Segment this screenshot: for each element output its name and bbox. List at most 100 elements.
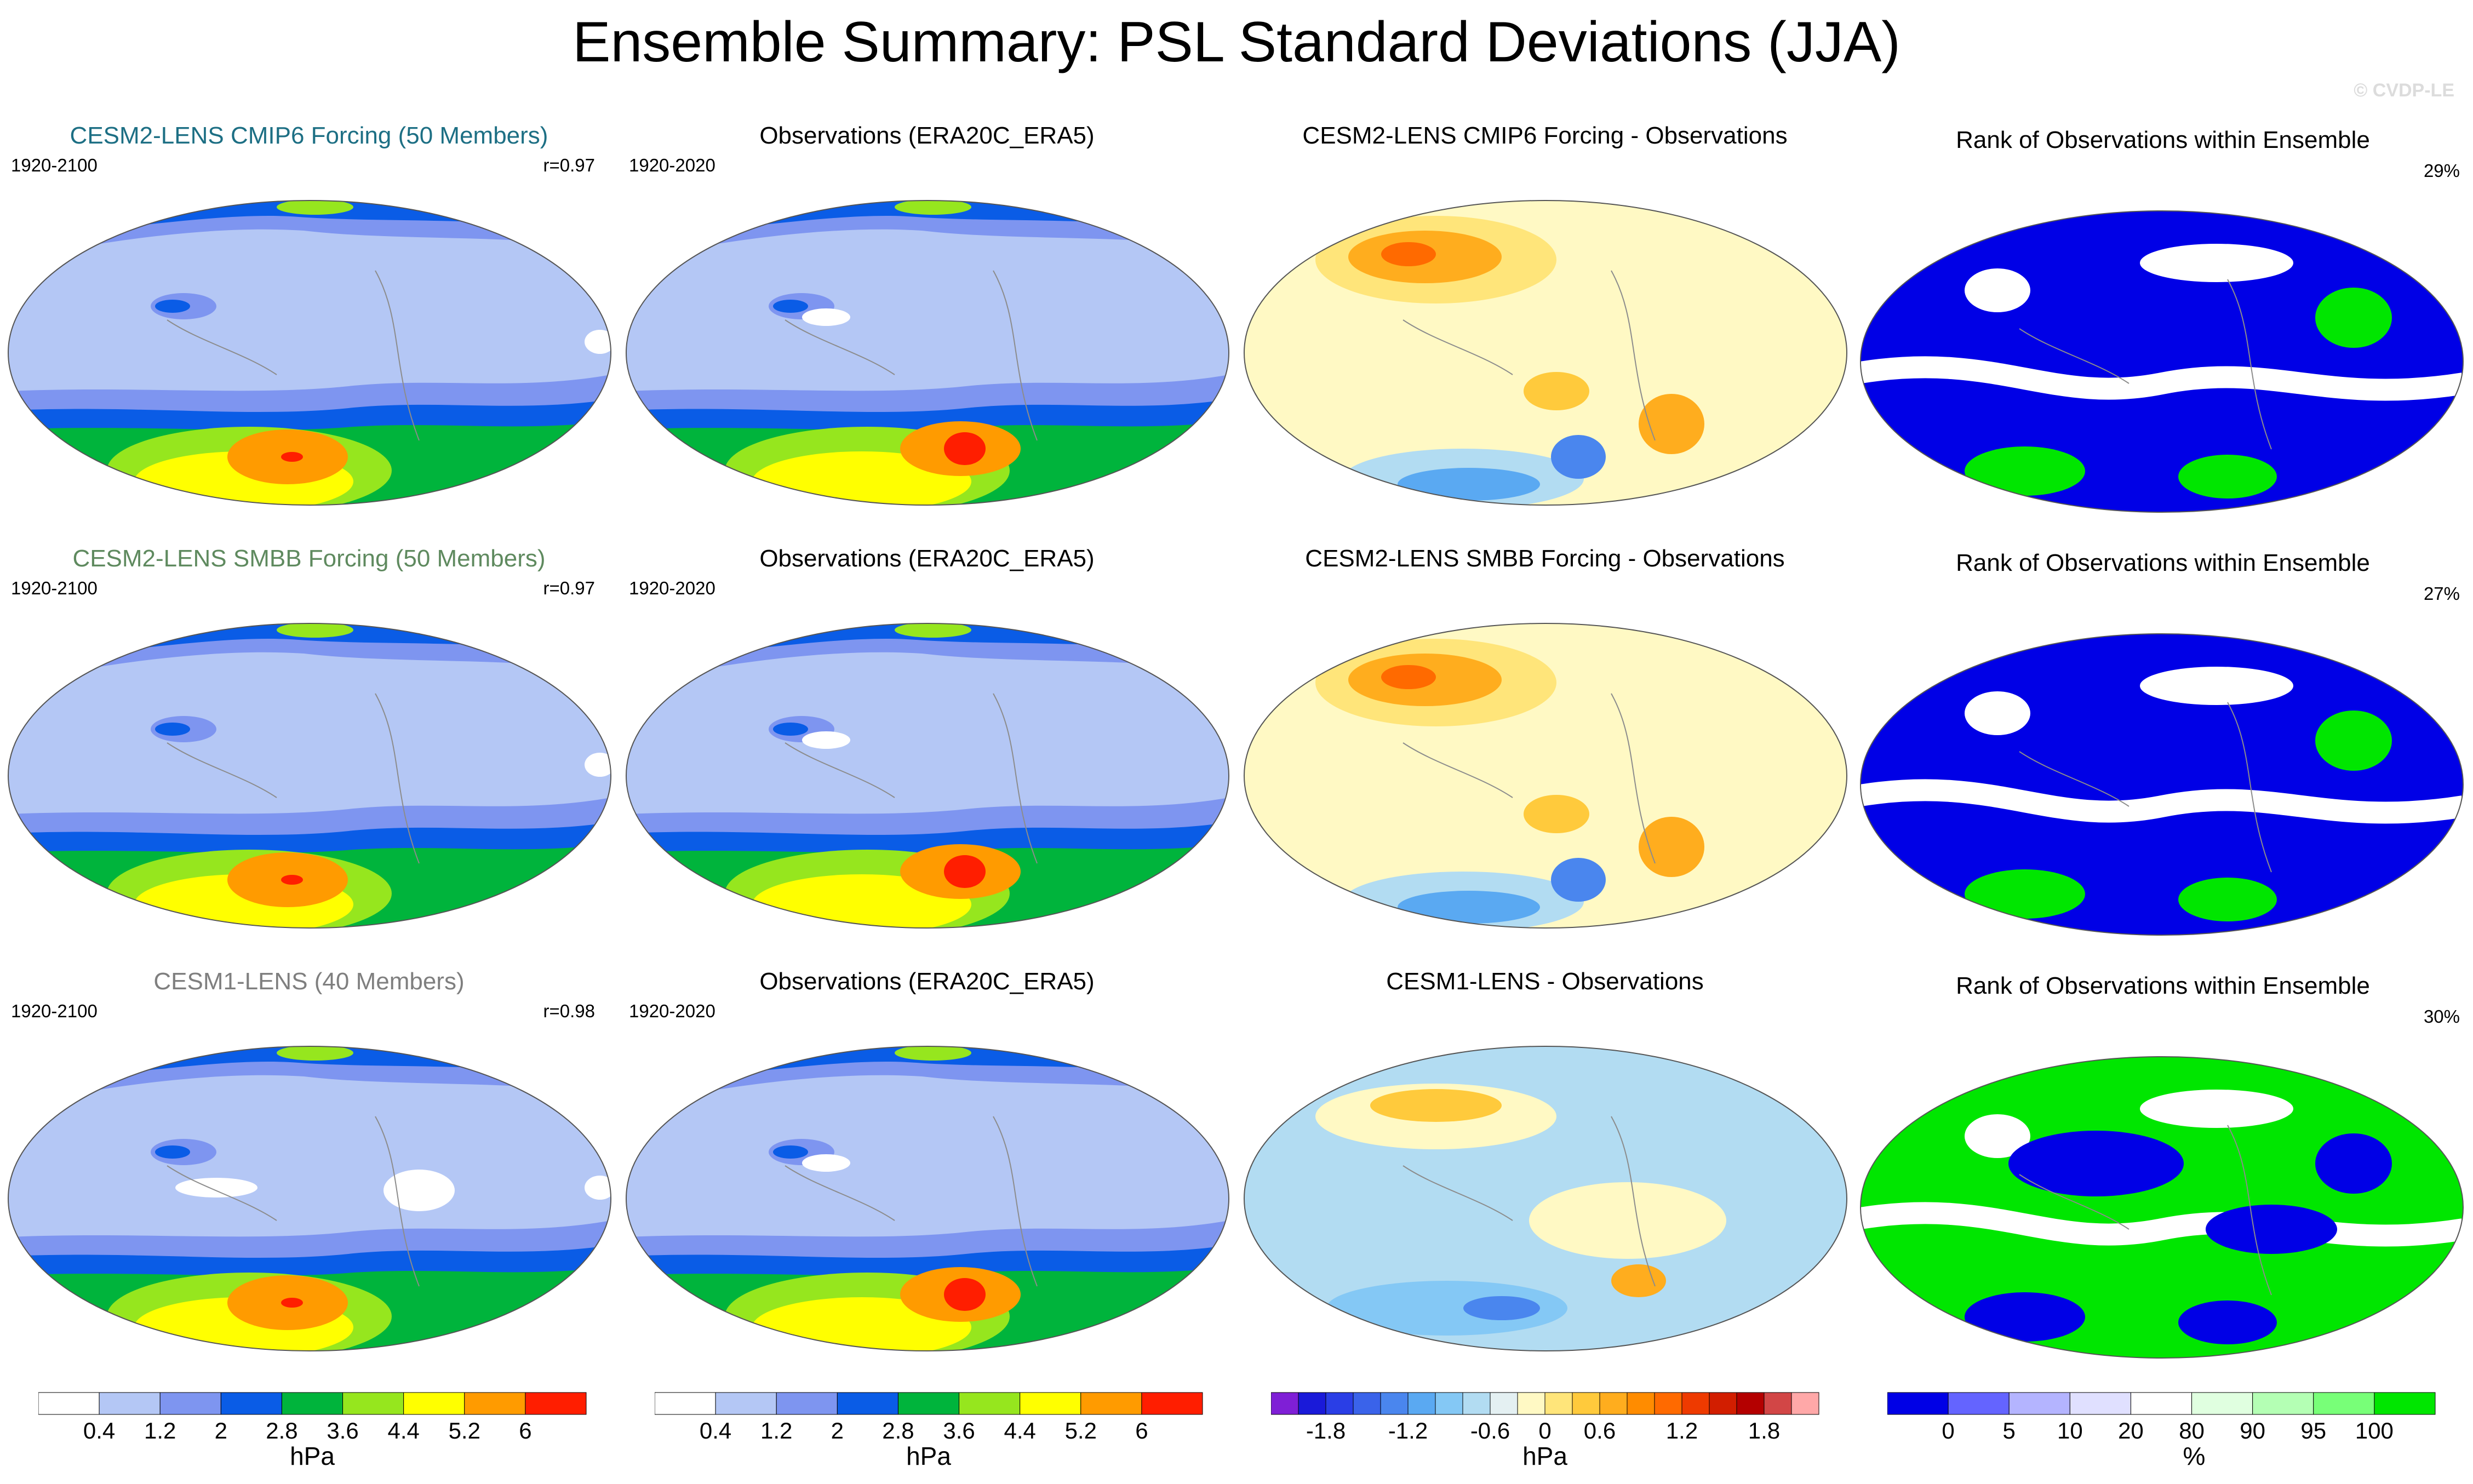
panel-title: Rank of Observations within Ensemble <box>1956 972 2370 999</box>
rank-region-5 <box>2140 244 2293 282</box>
rank-region-4 <box>1965 1114 2030 1158</box>
contour-min-white-2 <box>383 1170 455 1211</box>
colorbar-tick-label: 4.4 <box>1004 1418 1035 1443</box>
colorbar-box <box>1517 1392 1545 1415</box>
coastline <box>785 742 895 798</box>
map-obs <box>626 623 1229 929</box>
colorbar-box <box>715 1392 777 1415</box>
panel-title: Rank of Observations within Ensemble <box>1956 127 2370 153</box>
colorbar-box <box>1887 1392 1949 1415</box>
contour-core-red <box>281 875 303 885</box>
panel-obs-row-1: Observations (ERA20C_ERA5) 1920-2020 <box>618 107 1236 531</box>
contour-pos-5 <box>1524 372 1589 410</box>
map-model <box>8 1046 611 1351</box>
colorbar-tick-label: 2.8 <box>882 1418 914 1443</box>
panel-rank-row-2: Rank of Observations within Ensemble 27% <box>1854 530 2472 954</box>
colorbar-tick-label: 5.2 <box>449 1418 480 1443</box>
colorbar-box <box>2252 1392 2314 1415</box>
panel-title: CESM2-LENS SMBB Forcing - Observations <box>1305 545 1785 572</box>
colorbar-tick-label: -0.6 <box>1470 1418 1510 1443</box>
colorbar-tick-label: 5 <box>2003 1418 2016 1443</box>
colorbar-box <box>1353 1392 1381 1415</box>
rank-region-1 <box>1965 446 2085 496</box>
contour-pos-3 <box>1381 242 1436 266</box>
period-label: 1920-2020 <box>629 155 715 175</box>
rank-region-3 <box>2315 288 2392 348</box>
stddev-colorbar-1-svg: 0.4 1.2 2 2.8 3.6 4.4 5.2 6 hPa <box>38 1392 587 1470</box>
colorbar-tick-label: 5.2 <box>1065 1418 1097 1443</box>
colorbar-tick-label: 1.8 <box>1748 1418 1780 1443</box>
coastline <box>993 270 1038 441</box>
rank-colorbar-svg: 0 5 10 20 80 90 95 100% <box>1887 1392 2436 1470</box>
colorbar-tick-label: 0.6 <box>1584 1418 1616 1443</box>
colorbar-tick-label: 0.4 <box>700 1418 731 1443</box>
map-frame <box>626 623 1229 929</box>
colorbar-tick-label: 1.2 <box>144 1418 176 1443</box>
map-obs <box>626 200 1229 506</box>
contour-pos-4 <box>1611 1264 1666 1297</box>
coastline <box>1402 742 1513 798</box>
period-label: 1920-2020 <box>629 578 715 598</box>
panel-rank-row-3: Rank of Observations within Ensemble 30% <box>1854 953 2472 1377</box>
colorbar-box <box>1572 1392 1600 1415</box>
map-frame <box>8 200 611 506</box>
contour-pos-3 <box>1381 665 1436 689</box>
contour-arctic <box>895 1046 971 1061</box>
period-label: 1920-2100 <box>11 578 98 598</box>
colorbar-box <box>1462 1392 1491 1415</box>
rank-region-4 <box>1965 268 2030 312</box>
panel-title: Observations (ERA20C_ERA5) <box>759 545 1095 572</box>
colorbar-tick-label: 3.6 <box>327 1418 358 1443</box>
colorbar-units: hPa <box>290 1442 335 1470</box>
coastline <box>375 693 420 864</box>
rank-region-3 <box>2315 1133 2392 1194</box>
colorbar-box <box>281 1392 344 1415</box>
colorbar-tick-label: 0 <box>1538 1418 1551 1443</box>
map-diff <box>1244 1046 1847 1351</box>
map-rank <box>1860 1056 2464 1359</box>
contour-arctic <box>277 623 353 638</box>
panel-diff-row-3: CESM1-LENS - Observations <box>1236 953 1854 1377</box>
map-frame <box>626 200 1229 506</box>
map-frame <box>1244 200 1847 506</box>
rank-region-6 <box>2008 1131 2184 1196</box>
rank-percentage: 30% <box>2423 1006 2460 1027</box>
contour-min-white <box>802 308 850 326</box>
colorbar-tick-label: 1.2 <box>760 1418 792 1443</box>
rank-region-5 <box>2140 1090 2293 1128</box>
contour-min-white <box>802 731 850 749</box>
colorbar-box <box>1380 1392 1409 1415</box>
colorbar-box <box>1435 1392 1463 1415</box>
colorbar-tick-label: 90 <box>2240 1418 2265 1443</box>
map-frame <box>1860 1056 2464 1359</box>
colorbar-tick-label: -1.8 <box>1306 1418 1346 1443</box>
colorbar-box <box>776 1392 838 1415</box>
coastline <box>375 270 420 441</box>
colorbar-tick-label: 1.2 <box>1666 1418 1698 1443</box>
colorbar-box <box>1709 1392 1737 1415</box>
contour-neg-2 <box>1398 891 1540 924</box>
stddev-colorbar-1: 0.4 1.2 2 2.8 3.6 4.4 5.2 6 hPa <box>38 1386 656 1484</box>
panel-title: Observations (ERA20C_ERA5) <box>759 122 1095 149</box>
colorbar-box <box>1654 1392 1682 1415</box>
coastline <box>167 1165 277 1221</box>
period-label: 1920-2020 <box>629 1001 715 1021</box>
colorbar-tick-label: 80 <box>2179 1418 2205 1443</box>
panel-diff-row-2: CESM2-LENS SMBB Forcing - Observations <box>1236 530 1854 954</box>
colorbar-tick-label: 95 <box>2300 1418 2326 1443</box>
colorbar-box <box>464 1392 526 1415</box>
period-label: 1920-2100 <box>11 1001 98 1021</box>
panel-title: Rank of Observations within Ensemble <box>1956 549 2370 576</box>
contour-neg-3 <box>1551 435 1606 479</box>
period-label: 1920-2100 <box>11 155 98 175</box>
coastline <box>785 319 895 375</box>
coastline <box>2019 328 2129 384</box>
contour-min-white <box>175 1178 257 1197</box>
colorbar-tick-label: 100 <box>2355 1418 2394 1443</box>
colorbar-tick-label: 0.4 <box>83 1418 115 1443</box>
map-frame <box>626 1046 1229 1351</box>
rank-region-4 <box>1965 691 2030 735</box>
colorbar-box <box>2008 1392 2070 1415</box>
rank-region-2 <box>2178 455 2277 499</box>
rank-white-band <box>1861 779 2463 824</box>
